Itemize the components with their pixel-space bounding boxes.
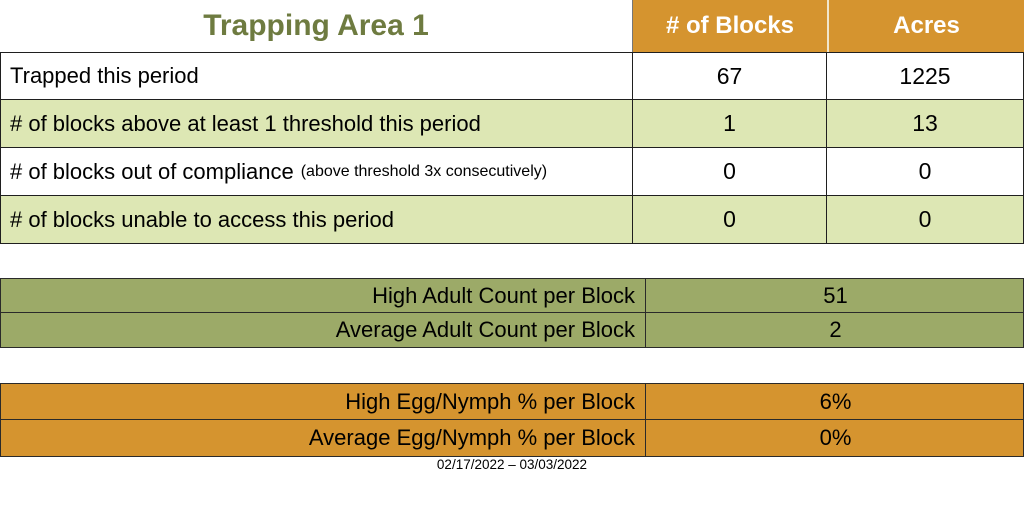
row-label: # of blocks unable to access this period (0, 196, 633, 244)
column-header-acres: Acres (827, 0, 1024, 52)
blocks-value: 1 (633, 100, 827, 148)
blocks-value: 0 (633, 148, 827, 196)
section-row: Average Adult Count per Block 2 (0, 313, 1024, 348)
egg-nymph-section: High Egg/Nymph % per Block 6% Average Eg… (0, 383, 1024, 457)
section-row-label: High Egg/Nymph % per Block (1, 384, 646, 419)
row-label-text: # of blocks unable to access this period (10, 206, 395, 232)
acres-value: 13 (827, 100, 1024, 148)
date-range: 02/17/2022 – 03/03/2022 (436, 457, 588, 472)
row-label: # of blocks out of compliance (above thr… (0, 148, 633, 196)
row-label-text: # of blocks out of compliance (10, 158, 294, 184)
section-row: High Egg/Nymph % per Block 6% (0, 383, 1024, 420)
section-row-value: 2 (829, 317, 842, 342)
blocks-value: 67 (633, 52, 827, 100)
section-row-label: Average Adult Count per Block (1, 313, 646, 347)
table-header-row: Trapping Area 1 # of Blocks Acres (0, 0, 1024, 52)
section-row: Average Egg/Nymph % per Block 0% (0, 420, 1024, 457)
section-row-value: 0% (819, 425, 852, 450)
table-row: # of blocks out of compliance (above thr… (0, 148, 1024, 196)
main-table: Trapping Area 1 # of Blocks Acres Trappe… (0, 0, 1024, 244)
page-title: Trapping Area 1 (0, 0, 633, 52)
section-row-value: 51 (823, 282, 848, 308)
acres-value: 0 (827, 148, 1024, 196)
section-row-value: 6% (819, 388, 852, 414)
section-row-label: High Adult Count per Block (1, 279, 646, 312)
row-label: Trapped this period (0, 52, 633, 100)
column-header-blocks: # of Blocks (633, 0, 827, 52)
acres-value: 1225 (827, 52, 1024, 100)
adult-count-section: High Adult Count per Block 51 Average Ad… (0, 278, 1024, 348)
acres-value: 0 (827, 196, 1024, 244)
row-label-text: # of blocks above at least 1 threshold t… (10, 110, 481, 136)
section-row-label: Average Egg/Nymph % per Block (1, 420, 646, 456)
table-row: Trapped this period 67 1225 (0, 52, 1024, 100)
table-row: # of blocks unable to access this period… (0, 196, 1024, 244)
table-row: # of blocks above at least 1 threshold t… (0, 100, 1024, 148)
row-label: # of blocks above at least 1 threshold t… (0, 100, 633, 148)
row-label-text: Trapped this period (10, 63, 199, 88)
row-label-note: (above threshold 3x consecutively) (300, 162, 548, 180)
blocks-value: 0 (633, 196, 827, 244)
section-row: High Adult Count per Block 51 (0, 278, 1024, 313)
